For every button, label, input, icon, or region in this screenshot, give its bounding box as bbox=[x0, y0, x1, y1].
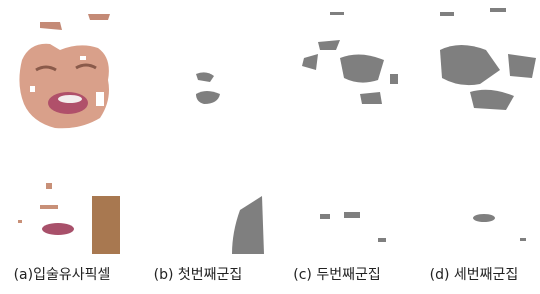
caption: (b) 첫번째군집 bbox=[154, 267, 243, 283]
panel-a-bottom bbox=[18, 183, 120, 254]
panel-b bbox=[196, 72, 264, 254]
panel-c bbox=[302, 12, 398, 242]
figure: (a)입술유사픽셀 (b) 첫번째군집 (c) 두번째군집 (d) 세번째군집 bbox=[0, 0, 540, 294]
panel-d bbox=[440, 8, 536, 241]
panel-a-top bbox=[19, 14, 110, 128]
caption: (a)입술유사픽셀 bbox=[14, 267, 111, 283]
caption: (c) 두번째군집 bbox=[293, 267, 380, 283]
caption: (d) 세번째군집 bbox=[430, 267, 519, 283]
page: (a)입술유사픽셀 (b) 첫번째군집 (c) 두번째군집 (d) 세번째군집 … bbox=[0, 0, 540, 294]
